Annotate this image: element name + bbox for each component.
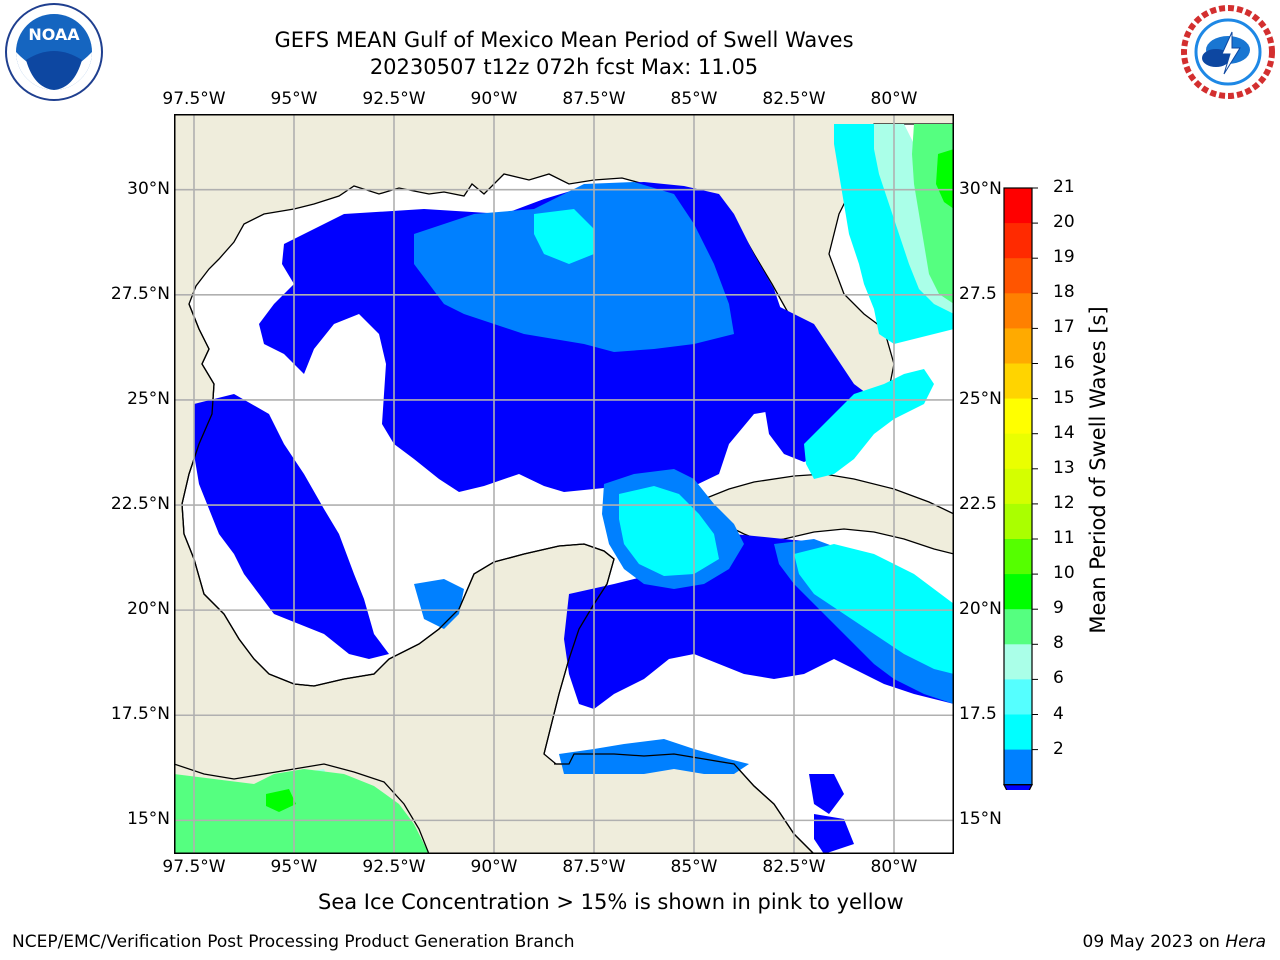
colorbar-band-6 bbox=[1004, 398, 1032, 435]
lat-label-left-5: 17.5°N bbox=[110, 704, 170, 725]
colorbar-tick-label-11: 10 bbox=[1053, 563, 1075, 584]
swell-west-coast bbox=[194, 394, 389, 659]
colorbar-band-1 bbox=[1004, 223, 1032, 259]
colorbar-band-11 bbox=[1004, 574, 1032, 610]
swell-cyan-caribbean bbox=[794, 544, 954, 674]
colorbar-frame bbox=[1003, 187, 1033, 786]
colorbar-band-3 bbox=[1004, 293, 1032, 329]
colorbar-band-5 bbox=[1004, 363, 1032, 400]
map-frame bbox=[174, 114, 954, 854]
swell-cyan-florida-strait bbox=[804, 369, 934, 479]
swell-green-pacific bbox=[174, 769, 429, 854]
lon-label-bottom-7: 80°W bbox=[870, 857, 918, 877]
colorbar-tick-label-1: 20 bbox=[1053, 212, 1075, 233]
colorbar-band-15 bbox=[1004, 714, 1032, 751]
lon-label-top-6: 82.5°W bbox=[762, 89, 826, 109]
colorbar-tick-label-10: 11 bbox=[1053, 528, 1075, 548]
lon-label-bottom-2: 92.5°W bbox=[362, 857, 426, 877]
colorbar-tick-label-6: 15 bbox=[1053, 387, 1075, 408]
colorbar-band-10 bbox=[1004, 539, 1032, 575]
svg-text:NOAA: NOAA bbox=[28, 25, 80, 44]
colorbar-band-7 bbox=[1004, 433, 1032, 470]
sea-ice-note: Sea Ice Concentration > 15% is shown in … bbox=[318, 890, 904, 914]
footer-branch: NCEP/EMC/Verification Post Processing Pr… bbox=[12, 932, 575, 952]
lon-label-bottom-0: 97.5°W bbox=[162, 857, 226, 877]
colorbar bbox=[1003, 187, 1038, 790]
swell-honduras-coast bbox=[559, 739, 749, 774]
colorbar-tick-label-16: 2 bbox=[1053, 738, 1064, 759]
lat-label-right-6: 15°N bbox=[959, 809, 1002, 830]
swell-max-atlantic bbox=[936, 149, 954, 209]
map-title: GEFS MEAN Gulf of Mexico Mean Period of … bbox=[274, 28, 854, 52]
colorbar-band-2 bbox=[1004, 258, 1032, 294]
swell-south-caribbean-2 bbox=[814, 814, 854, 854]
colorbar-tick-label-0: 21 bbox=[1053, 177, 1075, 197]
lon-label-bottom-3: 90°W bbox=[470, 857, 518, 877]
colorbar-band-8 bbox=[1004, 468, 1032, 505]
colorbar-tick-label-4: 17 bbox=[1053, 317, 1075, 338]
colorbar-tick-label-7: 14 bbox=[1053, 422, 1075, 443]
lat-label-right-5: 17.5 bbox=[959, 704, 997, 725]
coastline-overlay bbox=[174, 303, 815, 854]
footer-date: 09 May 2023 on Hera bbox=[1083, 932, 1267, 952]
map-panel bbox=[174, 114, 954, 854]
footer-host: Hera bbox=[1225, 932, 1266, 952]
colorbar-band-14 bbox=[1004, 679, 1032, 715]
colorbar-extend-arrow bbox=[1003, 784, 1033, 790]
colorbar-tick-label-2: 19 bbox=[1053, 247, 1075, 268]
swell-max-pacific bbox=[266, 789, 296, 812]
lon-label-bottom-5: 85°W bbox=[670, 857, 718, 877]
colorbar-tick-label-5: 16 bbox=[1053, 352, 1075, 373]
lon-label-bottom-6: 82.5°W bbox=[762, 857, 826, 877]
swell-south-caribbean bbox=[809, 774, 844, 814]
colorbar-bands bbox=[1003, 187, 1033, 790]
lat-label-left-3: 22.5°N bbox=[110, 494, 170, 515]
colorbar-tick-label-15: 4 bbox=[1053, 703, 1064, 724]
noaa-logo-icon: NOAA bbox=[5, 3, 103, 101]
lon-label-top-2: 92.5°W bbox=[362, 89, 426, 109]
colorbar-band-16 bbox=[1004, 749, 1032, 786]
lon-label-top-7: 80°W bbox=[870, 89, 918, 109]
lat-label-right-0: 30°N bbox=[959, 178, 1002, 199]
colorbar-tick-label-13: 8 bbox=[1053, 633, 1064, 654]
colorbar-band-9 bbox=[1004, 503, 1032, 540]
colorbar-band-12 bbox=[1004, 609, 1032, 645]
map-gridlines bbox=[174, 114, 954, 854]
lon-label-top-4: 87.5°W bbox=[562, 89, 626, 109]
nws-logo-icon bbox=[1181, 5, 1275, 99]
lon-label-top-5: 85°W bbox=[670, 89, 718, 109]
lon-label-bottom-4: 87.5°W bbox=[562, 857, 626, 877]
lat-label-left-1: 27.5°N bbox=[110, 283, 170, 304]
lat-label-right-3: 22.5 bbox=[959, 494, 997, 515]
colorbar-tick-label-9: 12 bbox=[1053, 492, 1075, 513]
colorbar-tick-label-12: 9 bbox=[1053, 598, 1064, 619]
colorbar-title: Mean Period of Swell Waves [s] bbox=[1086, 306, 1110, 634]
colorbar-band-0 bbox=[1004, 188, 1032, 224]
lat-label-left-0: 30°N bbox=[127, 178, 170, 199]
swell-layer-10-11s bbox=[266, 149, 954, 812]
lon-label-top-0: 97.5°W bbox=[162, 89, 226, 109]
colorbar-tick-label-14: 6 bbox=[1053, 668, 1064, 689]
lat-label-right-2: 25°N bbox=[959, 388, 1002, 409]
footer-date-text: 09 May 2023 on bbox=[1082, 932, 1226, 952]
colorbar-tick-label-3: 18 bbox=[1053, 282, 1075, 303]
lat-label-left-6: 15°N bbox=[127, 809, 170, 830]
colorbar-band-13 bbox=[1004, 644, 1032, 680]
colorbar-ticks bbox=[1032, 187, 1038, 751]
lat-label-left-2: 25°N bbox=[127, 388, 170, 409]
lon-label-top-3: 90°W bbox=[470, 89, 518, 109]
map-subtitle: 20230507 t12z 072h fcst Max: 11.05 bbox=[369, 55, 759, 79]
colorbar-band-4 bbox=[1004, 328, 1032, 364]
lat-label-right-1: 27.5 bbox=[959, 283, 997, 304]
lon-label-top-1: 95°W bbox=[270, 89, 318, 109]
lat-label-left-4: 20°N bbox=[127, 599, 170, 620]
colorbar-tick-label-8: 13 bbox=[1053, 457, 1075, 478]
lat-label-right-4: 20°N bbox=[959, 599, 1002, 620]
swell-cyan-north bbox=[534, 209, 594, 264]
lon-label-bottom-1: 95°W bbox=[270, 857, 318, 877]
